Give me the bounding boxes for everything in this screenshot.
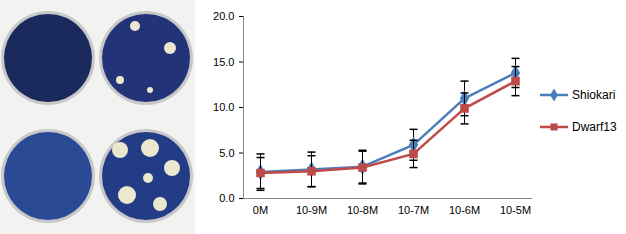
html-text:Dwarf13: Dwarf13 [572,120,617,134]
svg-text:0M: 0M [253,204,268,216]
html-text:Shiokari: Shiokari [572,88,616,102]
svg-text:10.0: 10.0 [213,101,234,113]
svg-text:10-7M: 10-7M [398,204,429,216]
svg-text:10-5M: 10-5M [500,204,531,216]
svg-text:15.0: 15.0 [213,56,234,68]
svg-text:10-9M: 10-9M [296,204,327,216]
svg-text:5.0: 5.0 [219,147,234,159]
svg-text:0.0: 0.0 [219,192,234,204]
svg-text:10-6M: 10-6M [449,204,480,216]
svg-text:20.0: 20.0 [213,10,234,22]
svg-text:10-8M: 10-8M [347,204,378,216]
